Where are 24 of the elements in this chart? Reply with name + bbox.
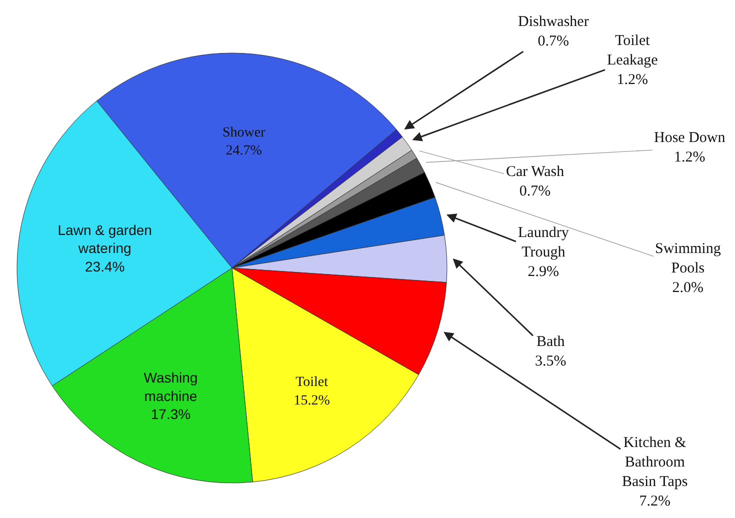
data-label: 0.7%: [538, 34, 570, 50]
data-label: 17.3%: [150, 406, 191, 422]
slice-label: Dishwasher: [518, 14, 589, 30]
data-label: 7.2%: [639, 494, 671, 510]
data-label: 23.4%: [85, 258, 125, 274]
data-label: 15.2%: [294, 393, 330, 408]
slice-label: Hose Down: [654, 130, 726, 146]
slice-label: Kitchen & Bathroom Basin Taps: [622, 435, 688, 490]
slice-label: Toilet Leakage: [607, 33, 658, 68]
slice-label: Shower: [222, 126, 266, 141]
data-label: 0.7%: [519, 184, 551, 200]
slice-label: Swimming Pools: [655, 241, 722, 276]
data-label: 24.7%: [226, 144, 262, 159]
slice-label: Car Wash: [506, 164, 565, 180]
slice-label: Bath: [536, 334, 566, 350]
data-label: 1.2%: [674, 150, 706, 166]
slice-label: Lawn & garden watering: [58, 222, 152, 256]
slice-label: Toilet: [296, 375, 328, 390]
slice-label: Washing machine: [144, 370, 198, 404]
data-label: 1.2%: [616, 72, 648, 88]
slice-label: Laundry Trough: [518, 225, 570, 260]
data-label: 2.0%: [672, 280, 704, 296]
data-label: 2.9%: [528, 264, 560, 280]
data-label: 3.5%: [535, 354, 566, 370]
